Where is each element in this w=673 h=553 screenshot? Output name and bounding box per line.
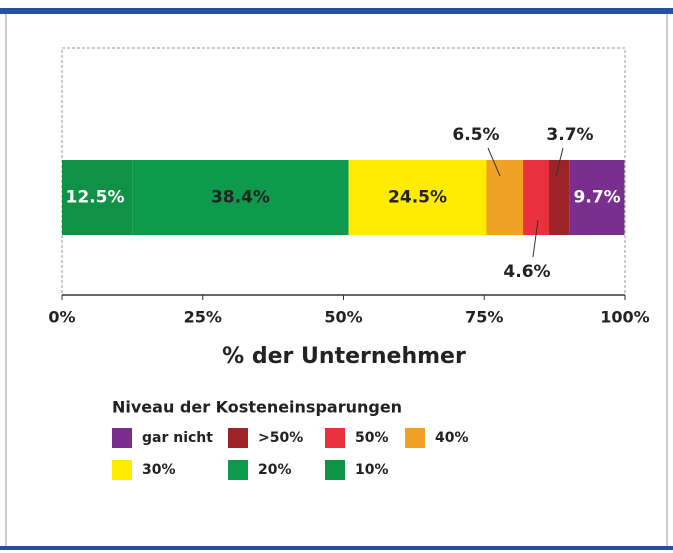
bar-segment bbox=[523, 160, 549, 235]
bar-segment bbox=[548, 160, 570, 235]
bar-segment bbox=[132, 160, 349, 235]
data-label: 3.7% bbox=[546, 125, 593, 145]
x-tick-label: 100% bbox=[600, 308, 649, 327]
x-axis-title: % der Unternehmer bbox=[222, 344, 466, 369]
data-label: 6.5% bbox=[452, 125, 499, 145]
bottom-border bbox=[0, 546, 673, 550]
legend-swatch bbox=[112, 428, 132, 448]
legend-swatch bbox=[325, 428, 345, 448]
legend-label: >50% bbox=[258, 430, 303, 446]
legend-title: Niveau der Kosteneinsparungen bbox=[112, 398, 402, 417]
x-tick-label: 50% bbox=[324, 308, 362, 327]
bar-segment bbox=[348, 160, 487, 235]
data-label: 12.5% bbox=[66, 188, 125, 208]
legend-label: gar nicht bbox=[142, 430, 213, 446]
legend-swatch bbox=[228, 428, 248, 448]
bar-segment bbox=[486, 160, 524, 235]
legend-label: 30% bbox=[142, 462, 176, 478]
legend-swatch bbox=[228, 460, 248, 480]
leader-line bbox=[532, 219, 539, 258]
x-tick-label: 75% bbox=[465, 308, 503, 327]
legend-swatch bbox=[405, 428, 425, 448]
data-label: 4.6% bbox=[503, 262, 550, 282]
data-label: 38.4% bbox=[211, 188, 270, 208]
legend-label: 40% bbox=[435, 430, 469, 446]
bar-segment bbox=[569, 160, 625, 235]
bar-segment bbox=[62, 160, 133, 235]
top-border bbox=[0, 8, 673, 14]
x-tick-label: 25% bbox=[184, 308, 222, 327]
legend-swatch bbox=[112, 460, 132, 480]
leader-line bbox=[487, 147, 501, 177]
data-label: 9.7% bbox=[574, 188, 621, 208]
legend-swatch bbox=[325, 460, 345, 480]
legend-label: 10% bbox=[355, 462, 389, 478]
legend-label: 50% bbox=[355, 430, 389, 446]
legend-label: 20% bbox=[258, 462, 292, 478]
leader-line bbox=[555, 147, 564, 177]
data-label: 24.5% bbox=[388, 188, 447, 208]
x-tick-label: 0% bbox=[48, 308, 75, 327]
